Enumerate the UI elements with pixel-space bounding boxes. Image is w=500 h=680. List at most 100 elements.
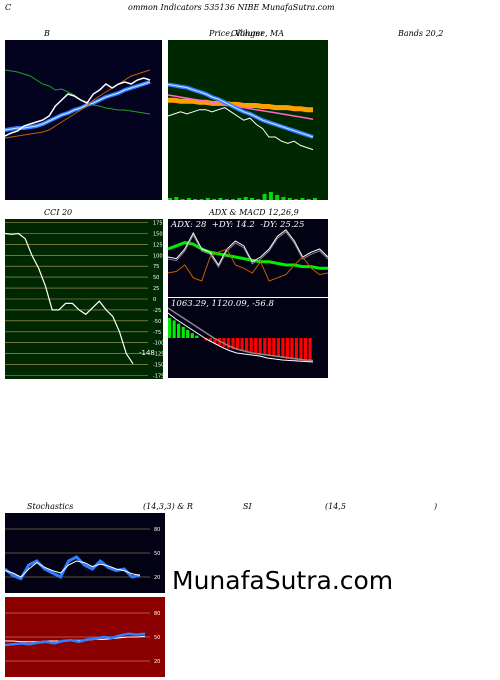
- cci-tick-label: 75: [153, 264, 159, 270]
- cci-panel: 175 150 125 100 75 50 25 0 -25 -50 -75 -100 -125 -150…: [5, 219, 163, 379]
- volume-bar: [205, 198, 210, 200]
- rsi-params: (14,5: [325, 502, 346, 511]
- macd-values: 1063.29, 1120.09, -56.8: [171, 299, 274, 309]
- macd-histogram-bar: [294, 338, 299, 361]
- adx-chart: [168, 229, 328, 282]
- cci-tick-label: 0: [153, 297, 156, 303]
- volume-bar: [256, 199, 261, 200]
- macd-histogram-bar: [240, 338, 244, 351]
- bollinger-label: B: [44, 29, 50, 38]
- cci-tick-label: 25: [153, 286, 159, 292]
- pdi-value: +DY: 14.2: [211, 220, 255, 230]
- price-panel-overlap: Ollinger: [231, 29, 265, 38]
- stochastics-tick-label: 80: [154, 527, 160, 533]
- stochastics-tick-label: 50: [154, 551, 160, 557]
- rsi-tick-label: 20: [154, 659, 160, 665]
- macd-histogram-bar: [272, 338, 276, 357]
- volume-bar: [300, 198, 305, 200]
- volume-bar: [281, 197, 286, 200]
- cci-tick-label: 150: [153, 232, 163, 238]
- macd-histogram-bar: [267, 338, 271, 356]
- macd-histogram-bar: [258, 338, 262, 354]
- volume-bar: [243, 197, 248, 200]
- cci-tick-label: 50: [153, 275, 159, 281]
- price-panel-title: Price, Volume, MA: [209, 29, 285, 38]
- adx-macd-title: ADX & MACD 12,26,9: [209, 208, 299, 217]
- macd-histogram-bar: [299, 338, 303, 361]
- macd-histogram-bar: [222, 338, 226, 347]
- macd-histogram-bar: [226, 338, 231, 349]
- bb-lower-band: [5, 69, 151, 139]
- macd-signal-line: [168, 307, 314, 362]
- watermark: MunafaSutra.com: [172, 566, 394, 595]
- cci-line: [5, 232, 134, 365]
- cci-label: CCI 20: [44, 208, 73, 217]
- macd-histogram-bar: [168, 318, 172, 338]
- price-ma-pink: [168, 94, 314, 120]
- price-ma-blue-highlight: [168, 84, 314, 138]
- mdi-value: -DY: 25.25: [260, 220, 305, 230]
- macd-histogram-bar: [263, 338, 267, 355]
- macd-histogram-bar: [290, 338, 294, 360]
- volume-bar: [250, 198, 254, 200]
- volume-bar: [268, 192, 273, 200]
- macd-histogram-bar: [308, 338, 312, 362]
- macd-histogram-bar: [254, 338, 258, 354]
- volume-bar: [218, 198, 223, 200]
- cci-tick-label: 100: [153, 253, 163, 259]
- header-c: C: [5, 3, 12, 12]
- stochastics-d-line: [5, 560, 141, 578]
- adx-values: ADX: 28 +DY: 14.2 -DY: 25.25: [171, 220, 304, 230]
- volume-bar: [199, 199, 204, 200]
- bb-middle-band-highlight: [5, 81, 151, 131]
- cci-tick-label: -175: [153, 374, 163, 380]
- cci-tick-label: -75: [153, 330, 161, 336]
- rsi-panel: 80 50 20: [5, 597, 165, 677]
- macd-histogram-bar: [285, 338, 289, 359]
- macd-chart: [168, 307, 314, 363]
- volume-bar: [294, 199, 299, 200]
- rsi-line: [5, 632, 146, 647]
- macd-histogram-bar: [177, 323, 181, 338]
- stochastics-label: Stochastics: [27, 502, 74, 511]
- cci-tick-label: -50: [153, 319, 161, 325]
- volume-bar: [306, 199, 311, 200]
- macd-histogram-bar: [190, 333, 194, 338]
- stochastics-k-line: [5, 555, 141, 581]
- macd-histogram-bar: [236, 338, 240, 350]
- macd-histogram-bar: [245, 338, 249, 352]
- adx-line: [168, 241, 328, 270]
- macd-histogram-bar: [208, 338, 212, 342]
- bollinger-chart: [5, 69, 151, 139]
- price-chart: [168, 82, 317, 200]
- volume-bar: [168, 198, 172, 200]
- mdi-shadow-line: [168, 231, 328, 268]
- volume-bar: [186, 198, 191, 200]
- pdi-line: [168, 248, 328, 282]
- rsi-label: SI: [243, 502, 252, 511]
- volume-bar: [212, 199, 217, 200]
- bb-price: [5, 77, 151, 137]
- price-ma-orange: [168, 97, 313, 113]
- macd-histogram-bar: [195, 335, 199, 338]
- rsi-params-close: ): [434, 502, 438, 511]
- macd-histogram-bar: [186, 330, 190, 338]
- cci-chart: 175 150 125 100 75 50 25 0 -25 -50 -75 -100 -125 -150…: [5, 221, 163, 380]
- rsi-tick-label: 80: [154, 611, 160, 617]
- volume-bar: [313, 198, 317, 200]
- bands-label: Bands 20,2: [398, 29, 444, 38]
- volume-bar: [174, 197, 179, 200]
- volume-bar: [237, 198, 242, 200]
- macd-histogram-bar: [231, 338, 235, 350]
- volume-bar: [224, 199, 229, 200]
- macd-histogram-bar: [213, 338, 217, 344]
- macd-line: [168, 312, 314, 363]
- volume-bar: [231, 199, 235, 200]
- cci-tick-label: -150: [153, 363, 163, 369]
- stochastics-tick-label: 20: [154, 575, 160, 581]
- macd-panel: 1063.29, 1120.09, -56.8: [168, 298, 328, 378]
- adx-panel: ADX: 28 +DY: 14.2 -DY: 25.25: [168, 219, 328, 297]
- stochastics-params: (14,3,3) & R: [143, 502, 193, 511]
- rsi-chart: 80 50 20: [5, 611, 160, 665]
- cci-tick-label: -25: [153, 308, 161, 314]
